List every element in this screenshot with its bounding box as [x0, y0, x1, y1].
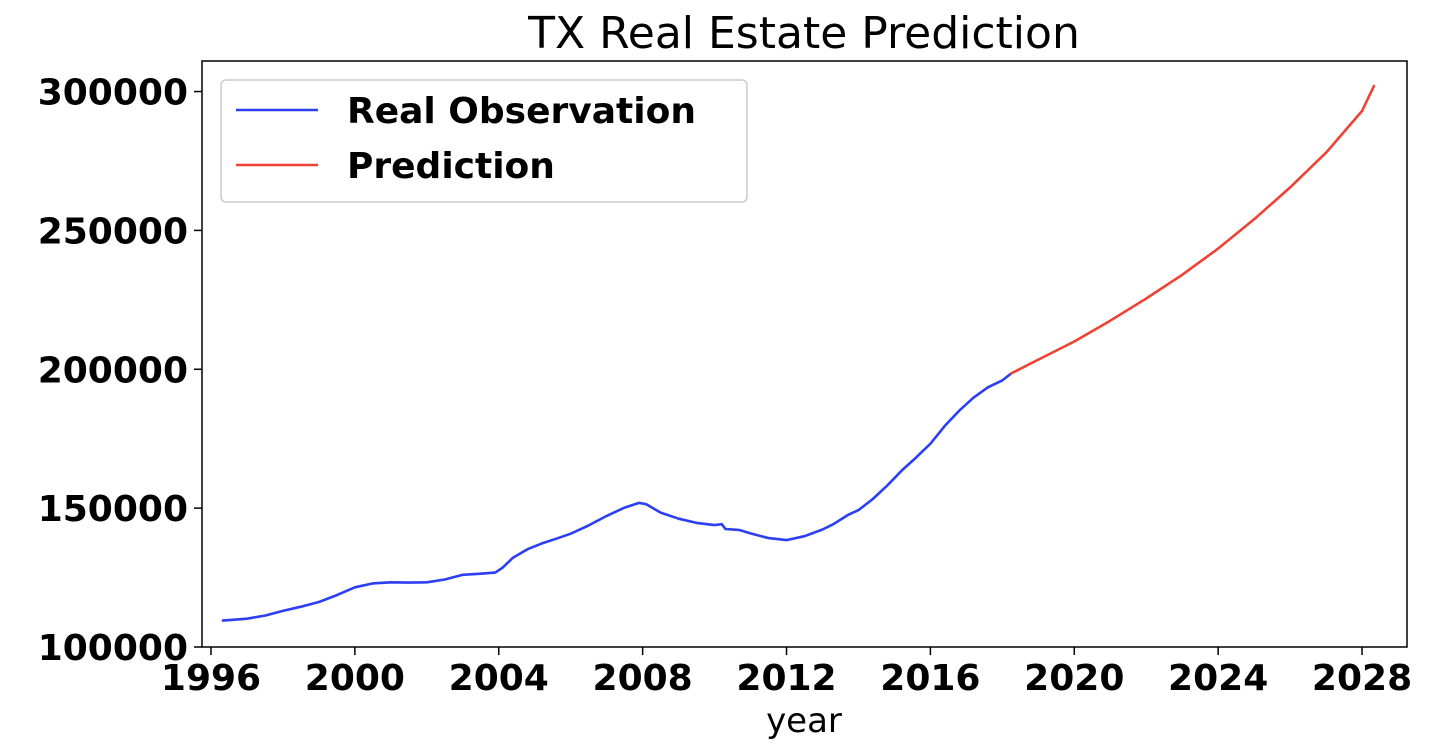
x-tick-label: 2004 — [449, 658, 549, 699]
y-tick-label: 100000 — [38, 628, 188, 669]
y-tick-label: 150000 — [38, 489, 188, 530]
y-axis-ticks: 100000 150000 200000 250000 300000 — [38, 73, 202, 669]
series-line-1 — [221, 372, 1013, 622]
y-tick-label: 300000 — [38, 73, 188, 114]
plot-frame — [201, 60, 1408, 648]
x-tick-label: 2012 — [736, 658, 836, 699]
legend: Real Observation Prediction — [220, 79, 748, 203]
series-layer — [221, 84, 1376, 622]
x-tick-label: 2024 — [1168, 658, 1268, 699]
y-tick-label: 250000 — [38, 211, 188, 252]
legend-box — [220, 79, 748, 203]
x-tick-label: 2020 — [1024, 658, 1124, 699]
x-axis-ticks: 1996 2000 2004 2008 2012 2016 2020 2024 2028 — [161, 647, 1412, 699]
chart-title: TX Real Estate Prediction — [527, 8, 1080, 59]
legend-label-2: Prediction — [347, 146, 555, 187]
x-tick-label: 2000 — [305, 658, 405, 699]
y-tick-label: 200000 — [38, 350, 188, 391]
x-tick-label: 2008 — [593, 658, 693, 699]
x-tick-label: 1996 — [161, 658, 261, 699]
x-axis-label: year — [766, 701, 842, 741]
legend-label-1: Real Observation — [347, 91, 696, 132]
series-line-2 — [1010, 84, 1376, 375]
x-tick-label: 2016 — [880, 658, 980, 699]
x-tick-label: 2028 — [1312, 658, 1412, 699]
